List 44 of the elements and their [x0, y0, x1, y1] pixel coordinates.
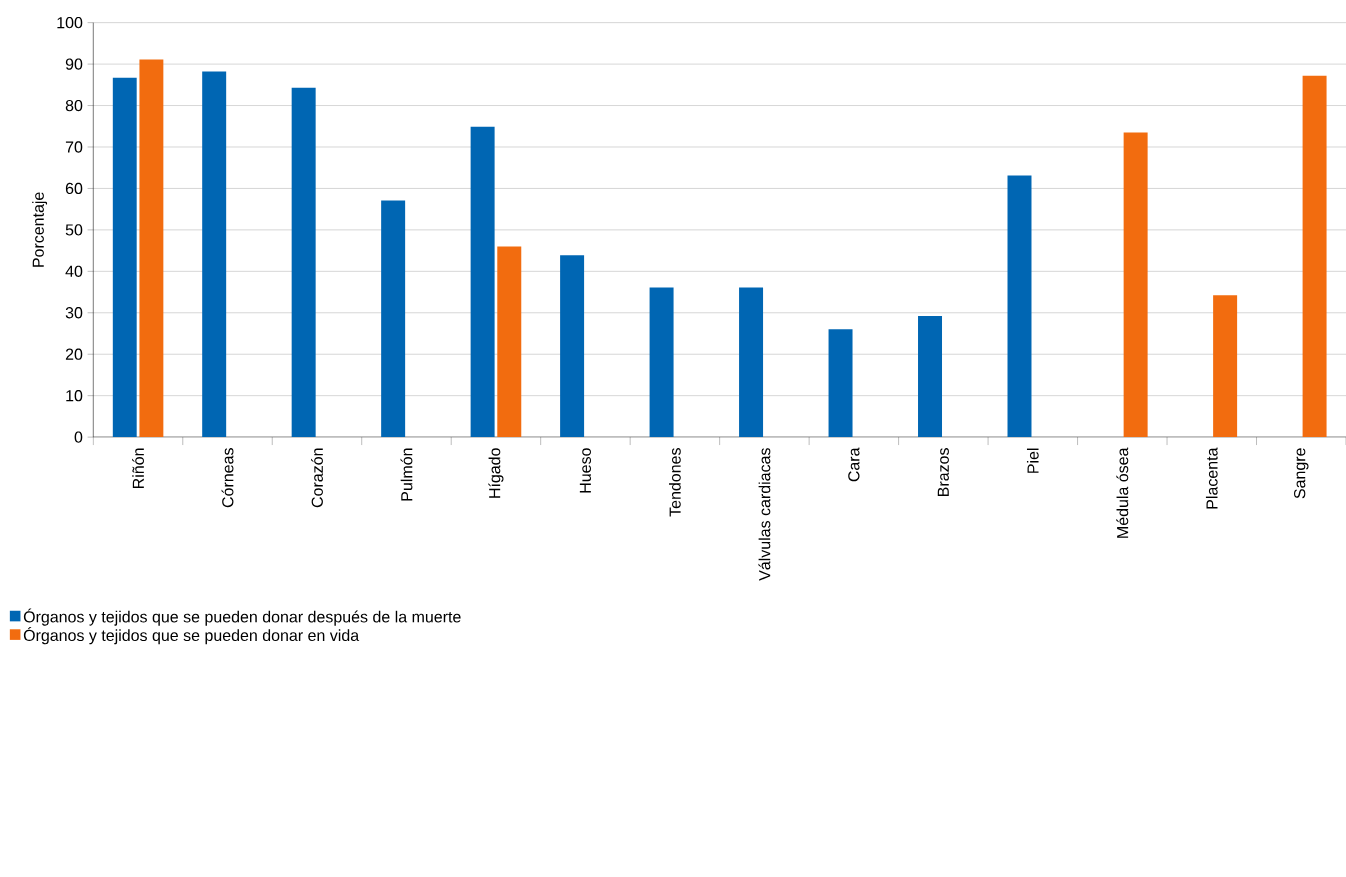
- bar: [1213, 295, 1238, 438]
- y-tick-label: 20: [65, 348, 83, 360]
- bar: [918, 316, 943, 438]
- y-tick-label: 50: [65, 224, 83, 236]
- bar: [739, 287, 764, 438]
- y-tick-label: 90: [65, 58, 83, 70]
- bar: [202, 71, 227, 438]
- x-tick-label: Riñón: [132, 448, 144, 489]
- y-tick-label: 30: [65, 307, 83, 319]
- y-tick-label: 70: [65, 141, 83, 153]
- bar: [291, 87, 316, 438]
- legend-label: Órganos y tejidos que se pueden donar después de la muerte: [23, 608, 461, 626]
- y-tick-label: 0: [74, 431, 83, 443]
- x-tick-label: Placenta: [1205, 447, 1218, 509]
- x-tick-label: Córneas: [221, 448, 234, 508]
- bar: [497, 246, 522, 438]
- bar: [828, 329, 853, 438]
- x-tick-label: Hígado: [488, 448, 504, 498]
- x-tick-label: Cara: [848, 447, 860, 482]
- x-tick-label: Sangre: [1294, 448, 1309, 499]
- x-tick-label: Válvulas cardiacas: [758, 448, 771, 581]
- legend-label: Órganos y tejidos que se pueden donar en vida: [23, 627, 360, 645]
- bar: [1007, 175, 1032, 438]
- y-tick-label: 10: [66, 390, 83, 402]
- bar: [470, 126, 495, 438]
- y-axis-title: Porcentaje: [32, 192, 48, 267]
- x-tick-label: Hueso: [579, 448, 591, 493]
- bar: [1123, 132, 1148, 438]
- y-tick-label: 60: [65, 182, 83, 195]
- bar: [381, 200, 406, 438]
- bar: [139, 59, 164, 438]
- x-tick-label: Médula ósea: [1116, 447, 1129, 538]
- x-tick-label: Pulmón: [400, 448, 413, 501]
- bar: [649, 287, 674, 438]
- y-tick-label: 40: [65, 265, 83, 278]
- bar: [1302, 75, 1327, 438]
- x-tick-label: Brazos: [937, 448, 949, 497]
- bar: [112, 77, 137, 438]
- bar: [560, 255, 585, 438]
- x-tick-label: Corazón: [311, 448, 323, 508]
- y-tick-label: 100: [57, 17, 83, 29]
- x-tick-label: Piel: [1026, 448, 1039, 473]
- y-tick-label: 80: [65, 99, 83, 112]
- x-tick-label: Tendones: [669, 448, 681, 517]
